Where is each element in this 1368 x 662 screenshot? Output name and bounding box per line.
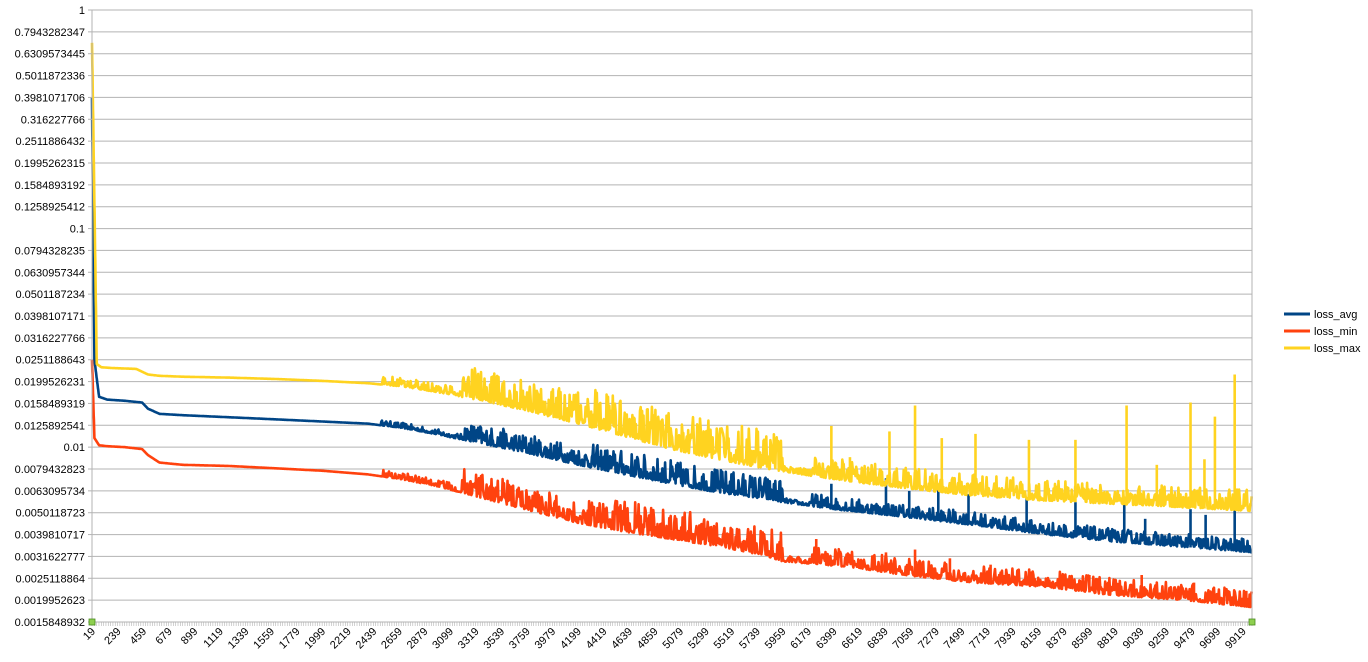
x-tick-label: 5299 [686, 626, 712, 652]
y-tick-label: 0.0158489319 [15, 398, 85, 410]
x-tick-label: 7059 [891, 626, 917, 652]
legend: loss_avg loss_min loss_max [1284, 309, 1361, 355]
y-tick-label: 0.316227766 [21, 114, 85, 126]
legend-label: loss_max [1314, 343, 1361, 355]
x-tick-label: 8819 [1095, 626, 1121, 652]
legend-label: loss_avg [1314, 309, 1357, 321]
series-lines [90, 42, 1253, 609]
y-tick-label: 0.3981071706 [15, 92, 85, 104]
series-line-loss_max [90, 42, 1253, 513]
x-tick-label: 5079 [660, 626, 686, 652]
x-tick-label: 9479 [1172, 626, 1198, 652]
axes [88, 9, 1256, 626]
x-tick-label: 2879 [405, 626, 431, 652]
x-tick-label: 5519 [712, 626, 738, 652]
x-tick-label: 6179 [788, 626, 814, 652]
x-tick-label: 8159 [1018, 626, 1044, 652]
x-tick-label: 5739 [737, 626, 763, 652]
x-tick-label: 4639 [609, 626, 635, 652]
y-tick-label: 0.0050118723 [15, 508, 85, 520]
x-tick-label: 5959 [763, 626, 789, 652]
y-tick-label: 0.2511886432 [15, 136, 85, 148]
y-tick-label: 0.01 [64, 442, 85, 454]
x-tick-label: 459 [128, 626, 149, 647]
series-line-loss_min [90, 359, 1253, 609]
x-tick-label: 8599 [1070, 626, 1096, 652]
y-tick-label: 0.1 [70, 224, 85, 236]
x-tick-label: 899 [179, 626, 200, 647]
y-tick-label: 0.7943282347 [15, 27, 85, 39]
x-tick-label: 3539 [481, 626, 507, 652]
y-tick-label: 0.0630957344 [15, 267, 85, 279]
y-axis-tick-labels: 1 0.7943282347 0.6309573445 0.5011872336 0.3… [15, 5, 85, 629]
legend-label: loss_min [1314, 326, 1357, 338]
x-tick-label: 7499 [942, 626, 968, 652]
x-tick-label: 3319 [456, 626, 482, 652]
x-tick-label: 3759 [507, 626, 533, 652]
y-tick-label: 0.1584893192 [15, 180, 85, 192]
plot-border [91, 9, 1253, 623]
x-tick-label: 9039 [1121, 626, 1147, 652]
x-tick-label: 239 [102, 626, 123, 647]
x-tick-label: 2659 [379, 626, 405, 652]
x-tick-label: 9699 [1197, 626, 1223, 652]
y-tick-label: 0.0039810717 [15, 530, 85, 542]
x-tick-label: 9919 [1223, 626, 1249, 652]
x-axis-tick-labels: 19 239 459 679 899 1119 1339 1559 1779 1999 2219 24… [81, 626, 1249, 652]
x-tick-label: 1119 [201, 626, 226, 651]
x-tick-label: 2219 [328, 626, 354, 652]
y-tick-label: 0.0031622777 [15, 551, 85, 563]
x-tick-label: 7719 [967, 626, 993, 652]
x-tick-label: 1999 [302, 626, 328, 652]
x-tick-label: 6619 [839, 626, 865, 652]
y-tick-label: 0.0398107171 [15, 311, 85, 323]
y-tick-label: 0.1995262315 [15, 158, 85, 170]
x-tick-label: 679 [153, 626, 174, 647]
y-tick-label: 0.0015848932 [15, 617, 85, 629]
y-tick-label: 0.6309573445 [15, 49, 85, 61]
x-tick-label: 1339 [226, 626, 252, 652]
axis-end-marker [1248, 618, 1256, 626]
x-tick-label: 1559 [251, 626, 277, 652]
axis-end-marker [88, 618, 96, 626]
y-tick-label: 0.0079432823 [15, 464, 85, 476]
y-tick-label: 0.0199526231 [15, 377, 85, 389]
x-tick-label: 8379 [1044, 626, 1070, 652]
y-tick-label: 0.0251188643 [15, 355, 85, 367]
y-tick-label: 0.0125892541 [15, 420, 85, 432]
x-tick-label: 7939 [993, 626, 1019, 652]
x-tick-label: 9259 [1146, 626, 1172, 652]
series-line-loss_avg [90, 97, 1253, 554]
y-tick-label: 0.0501187234 [15, 289, 85, 301]
x-tick-label: 4419 [584, 626, 610, 652]
y-tick-label: 0.0316227766 [15, 333, 85, 345]
x-tick-label: 1779 [277, 626, 303, 652]
x-tick-label: 3979 [533, 626, 559, 652]
x-tick-label: 7279 [916, 626, 942, 652]
y-tick-label: 0.0019952623 [15, 595, 85, 607]
x-tick-label: 2439 [354, 626, 380, 652]
x-tick-label: 6839 [865, 626, 891, 652]
x-tick-label: 4199 [558, 626, 584, 652]
y-tick-label: 0.1258925412 [15, 202, 85, 214]
y-tick-label: 0.0063095734 [15, 486, 85, 498]
y-tick-label: 0.0025118864 [15, 573, 85, 585]
y-tick-label: 0.0794328235 [15, 245, 85, 257]
x-tick-label: 6399 [814, 626, 840, 652]
x-tick-label: 4859 [635, 626, 661, 652]
x-tick-label: 3099 [430, 626, 456, 652]
y-tick-label: 1 [79, 5, 85, 17]
y-tick-label: 0.5011872336 [15, 71, 85, 83]
